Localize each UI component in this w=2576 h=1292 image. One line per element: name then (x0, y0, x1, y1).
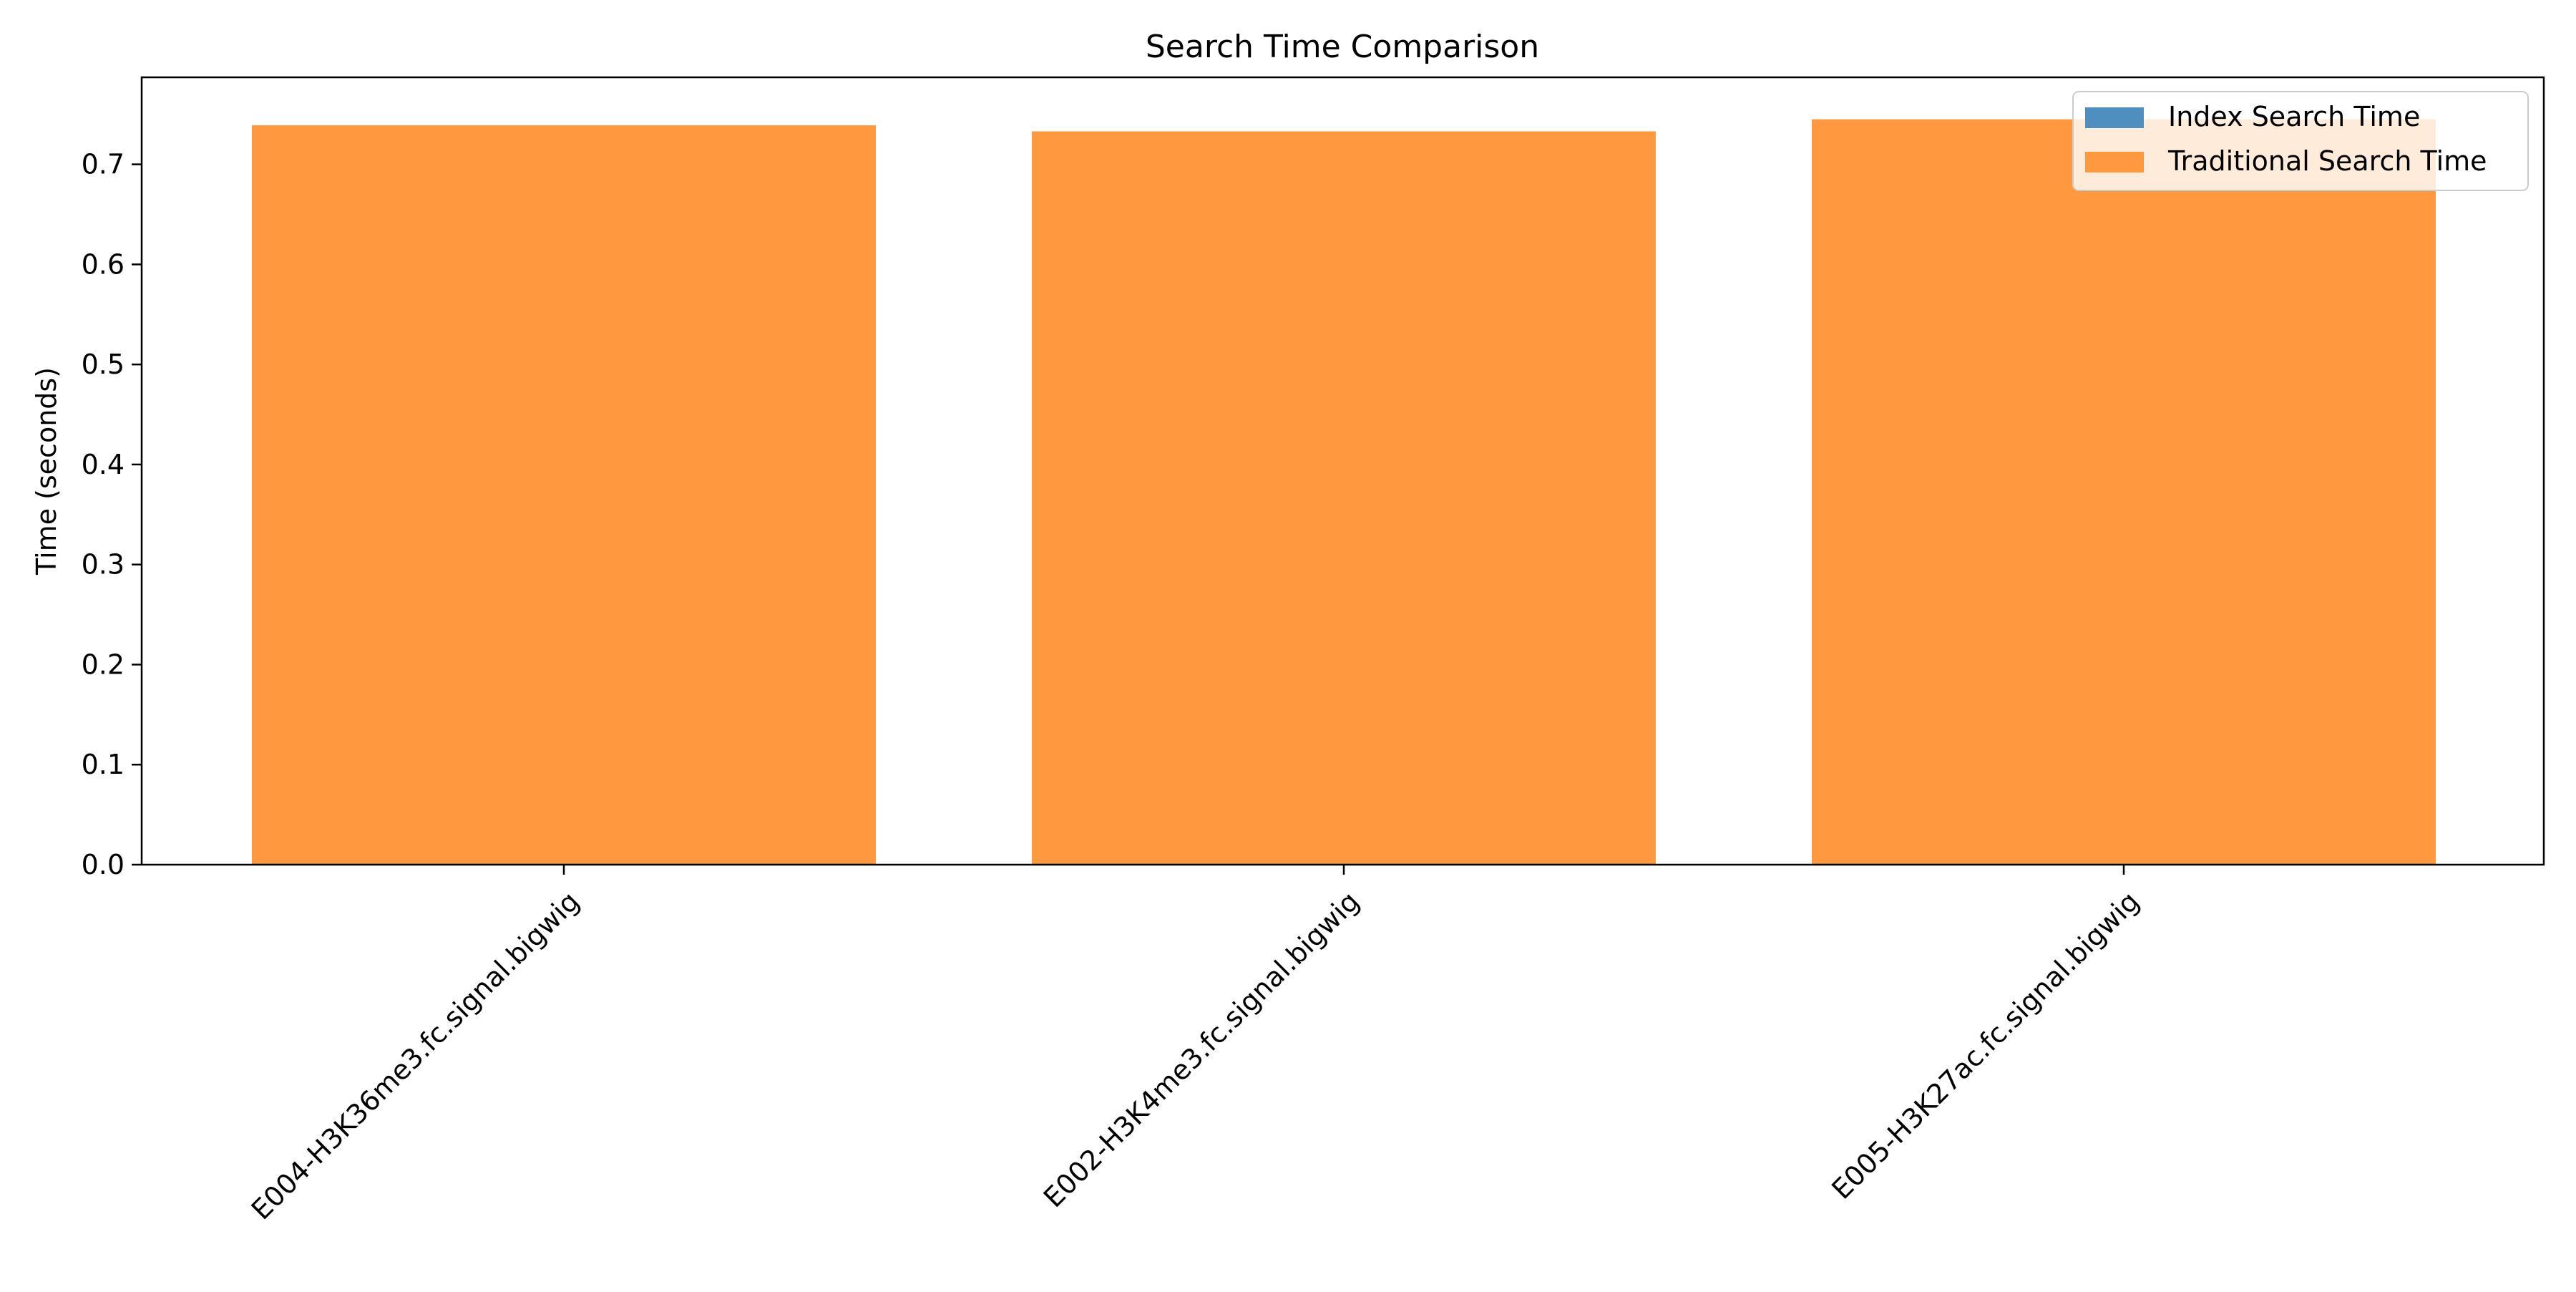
chart-title: Search Time Comparison (1146, 29, 1539, 65)
bar-traditional-0 (252, 125, 876, 865)
y-tick-label-4: 0.4 (82, 449, 125, 480)
bars-layer (252, 120, 2436, 865)
y-tick-label-3: 0.3 (82, 549, 125, 581)
legend-label-traditional: Traditional Search Time (2167, 145, 2487, 177)
y-tick-label-5: 0.5 (82, 349, 125, 380)
bar-traditional-2 (1812, 120, 2436, 865)
legend-swatch-traditional (2085, 152, 2144, 173)
y-tick-label-0: 0.0 (82, 849, 125, 880)
legend-label-index: Index Search Time (2168, 101, 2420, 132)
y-tick-label-1: 0.1 (82, 749, 125, 780)
bar-traditional-1 (1032, 131, 1656, 865)
y-tick-label-2: 0.2 (82, 649, 125, 680)
y-tick-label-6: 0.6 (82, 248, 125, 280)
y-tick-label-7: 0.7 (82, 149, 125, 180)
y-axis-label: Time (seconds) (31, 367, 62, 575)
legend-swatch-index (2085, 107, 2144, 128)
legend: Index Search Time Traditional Search Tim… (2073, 92, 2528, 190)
